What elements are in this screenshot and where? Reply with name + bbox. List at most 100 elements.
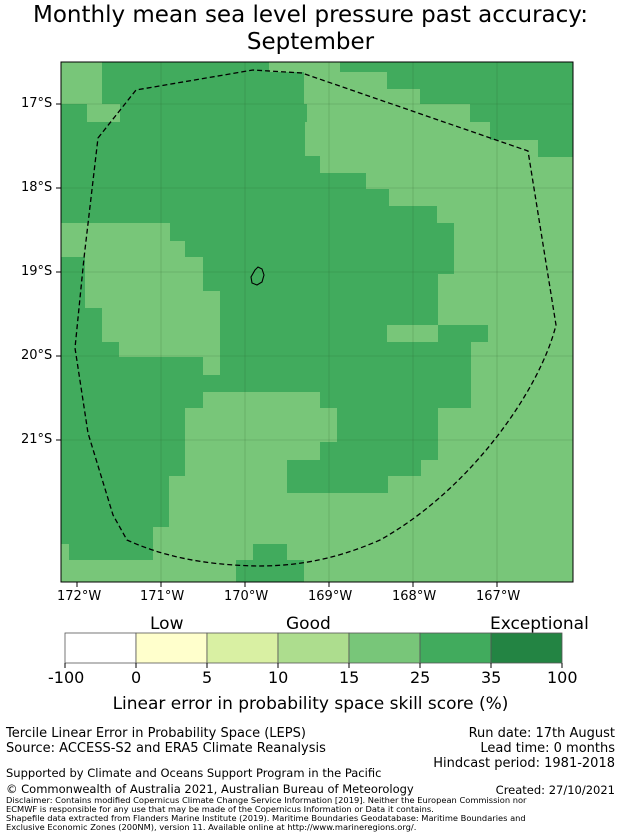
- skill-cell: [320, 392, 471, 408]
- skill-cell: [61, 375, 203, 392]
- lat-label: 21°S: [21, 432, 53, 447]
- skill-cell: [61, 189, 389, 206]
- lon-label: 171°W: [140, 589, 185, 604]
- colorbar-tick: 15: [339, 668, 360, 687]
- colorbar-segment: [277, 632, 350, 664]
- lon-label: 169°W: [308, 589, 353, 604]
- skill-cell: [203, 375, 471, 392]
- skill-cell: [287, 476, 388, 493]
- lat-label: 19°S: [21, 264, 53, 279]
- skill-cell: [61, 510, 169, 527]
- skill-cell: [61, 476, 169, 493]
- skill-cell: [220, 325, 387, 342]
- eez-boundary: [74, 69, 557, 567]
- skill-cell: [102, 89, 304, 104]
- skill-cell: [236, 560, 304, 582]
- lat-label: 20°S: [21, 348, 53, 363]
- skill-cell: [61, 173, 366, 189]
- colorbar-tick: 25: [410, 668, 431, 687]
- skill-cell: [61, 325, 102, 342]
- skill-cell: [102, 72, 304, 89]
- skill-cell: [61, 392, 203, 408]
- created-date: Created: 27/10/2021: [495, 783, 615, 797]
- skill-cell: [420, 89, 573, 104]
- disclaimer-line: ECMWF is responsible for any use that ma…: [6, 804, 434, 814]
- skill-cell: [320, 442, 438, 460]
- lon-label: 168°W: [392, 589, 437, 604]
- colorbar-tick: 35: [481, 668, 502, 687]
- lat-label: 17°S: [21, 96, 53, 111]
- skill-cell: [61, 122, 102, 156]
- skill-cell: [61, 257, 85, 274]
- category-good: Good: [286, 614, 331, 634]
- lon-label: 172°W: [57, 589, 102, 604]
- skill-cell: [61, 442, 185, 460]
- skill-cell: [61, 104, 87, 122]
- skill-cell: [61, 357, 203, 375]
- skill-cell: [220, 291, 438, 308]
- chart-title: Monthly mean sea level pressure past acc…: [33, 2, 588, 28]
- source-text: Source: ACCESS-S2 and ERA5 Climate Reana…: [6, 741, 326, 756]
- skill-cell: [61, 206, 437, 223]
- colorbar-tick: 0: [131, 668, 142, 687]
- chart-subtitle: September: [246, 29, 375, 55]
- colorbar-segment: [135, 632, 208, 664]
- lead-time: Lead time: 0 months: [480, 741, 615, 756]
- method-text: Tercile Linear Error in Probability Spac…: [6, 726, 306, 741]
- colorbar-tick: 10: [268, 668, 289, 687]
- colorbar-tick: -100: [48, 668, 85, 687]
- skill-cell: [203, 257, 454, 274]
- skill-cell: [61, 156, 102, 173]
- run-date: Run date: 17th August: [468, 726, 615, 741]
- copyright-text: © Commonwealth of Australia 2021, Austra…: [6, 782, 414, 796]
- disclaimer-line: Disclaimer: Contains modified Copernicus…: [6, 795, 527, 805]
- skill-cell: [220, 308, 438, 325]
- colorbar-segment: [490, 632, 563, 664]
- skill-grid: [61, 62, 573, 582]
- graticule: [61, 62, 573, 582]
- colorbar-segment: [348, 632, 421, 664]
- skill-cell: [61, 527, 153, 544]
- skill-cell: [220, 357, 471, 375]
- skill-cell: [287, 460, 421, 476]
- skill-cell: [61, 408, 185, 426]
- lon-label: 167°W: [476, 589, 521, 604]
- lat-label: 18°S: [21, 180, 53, 195]
- skill-cell: [203, 274, 438, 291]
- skill-cell: [61, 460, 185, 476]
- disclaimer-line: Shapefile data extracted from Flanders M…: [6, 813, 526, 823]
- skill-cell: [102, 122, 305, 156]
- skill-cell: [538, 140, 573, 157]
- skill-cell: [61, 308, 102, 325]
- skill-cell: [438, 325, 488, 342]
- support-text: Supported by Climate and Oceans Support …: [6, 766, 382, 780]
- skill-cell: [340, 62, 573, 72]
- skill-cell: [120, 104, 307, 122]
- skill-cell: [337, 426, 438, 442]
- skill-cell: [102, 156, 320, 173]
- colorbar-tick: 5: [202, 668, 213, 687]
- category-low: Low: [150, 614, 184, 634]
- colorbar-segment: [206, 632, 279, 664]
- colorbar-tick: 100: [547, 668, 578, 687]
- skill-cell: [490, 122, 573, 140]
- skill-cell: [61, 493, 169, 510]
- skill-cell: [61, 274, 85, 291]
- colorbar-segment: [419, 632, 492, 664]
- skill-cell: [253, 544, 287, 560]
- skill-cell: [387, 72, 573, 89]
- skill-cell: [61, 342, 119, 357]
- skill-cell: [170, 223, 454, 241]
- hindcast-period: Hindcast period: 1981-2018: [433, 756, 615, 771]
- colorbar: [64, 632, 563, 668]
- skill-cell: [185, 241, 454, 257]
- skill-cell: [470, 104, 573, 122]
- skill-cell: [102, 62, 269, 72]
- skill-cell: [220, 342, 471, 357]
- skill-cell: [337, 408, 438, 426]
- disclaimer-line: Exclusive Economic Zones (200NM), versio…: [6, 822, 417, 832]
- colorbar-label: Linear error in probability space skill …: [112, 694, 509, 714]
- skill-cell: [61, 291, 85, 308]
- colorbar-segment: [64, 632, 137, 664]
